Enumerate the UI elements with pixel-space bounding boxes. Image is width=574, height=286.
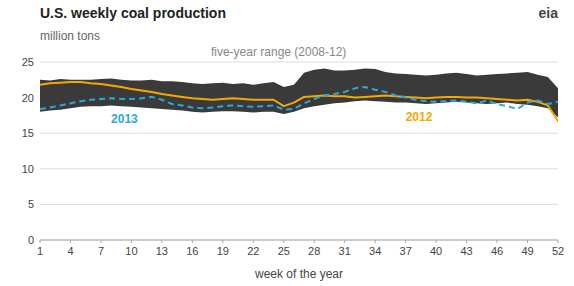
x-axis-line bbox=[40, 240, 558, 241]
y-tick-label: 15 bbox=[22, 127, 34, 139]
x-axis-label: week of the year bbox=[254, 267, 343, 281]
range-label: five-year range (2008-12) bbox=[211, 45, 346, 59]
x-tick-label: 1 bbox=[37, 245, 43, 257]
x-tick-label: 10 bbox=[125, 245, 137, 257]
y-axis-label: million tons bbox=[40, 29, 100, 43]
grid-line bbox=[40, 240, 558, 241]
title: U.S. weekly coal production bbox=[40, 5, 226, 21]
x-tick-label: 19 bbox=[217, 245, 229, 257]
y-tick-label: 0 bbox=[28, 234, 34, 246]
grid-line bbox=[40, 62, 558, 63]
y-grid bbox=[40, 62, 558, 240]
grid-line bbox=[40, 168, 558, 169]
x-tick-label: 37 bbox=[400, 245, 412, 257]
x-tick-label: 40 bbox=[430, 245, 442, 257]
series-line bbox=[40, 87, 558, 110]
x-tick-label: 16 bbox=[186, 245, 198, 257]
y-tick-label: 20 bbox=[22, 92, 34, 104]
x-tick-label: 4 bbox=[67, 245, 73, 257]
grid-line bbox=[40, 133, 558, 134]
y-tick-label: 10 bbox=[22, 163, 34, 175]
series-label: 2012 bbox=[406, 110, 433, 124]
grid-line bbox=[40, 204, 558, 205]
x-tick-label: 52 bbox=[552, 245, 564, 257]
x-tick-label: 49 bbox=[521, 245, 533, 257]
x-tick-label: 28 bbox=[308, 245, 320, 257]
x-tick-label: 13 bbox=[156, 245, 168, 257]
x-tick-label: 34 bbox=[369, 245, 381, 257]
x-tick-label: 25 bbox=[278, 245, 290, 257]
x-tick-label: 7 bbox=[98, 245, 104, 257]
x-tick-label: 22 bbox=[247, 245, 259, 257]
chart: U.S. weekly coal production million tons e… bbox=[0, 0, 574, 286]
y-tick-label: 5 bbox=[28, 198, 34, 210]
x-tick-label: 43 bbox=[460, 245, 472, 257]
y-tick-label: 25 bbox=[22, 56, 34, 68]
range-area bbox=[40, 68, 558, 117]
x-tick-label: 46 bbox=[491, 245, 503, 257]
x-tick-label: 31 bbox=[339, 245, 351, 257]
series-label: 2013 bbox=[111, 112, 138, 126]
annotation: eia bbox=[539, 5, 559, 21]
